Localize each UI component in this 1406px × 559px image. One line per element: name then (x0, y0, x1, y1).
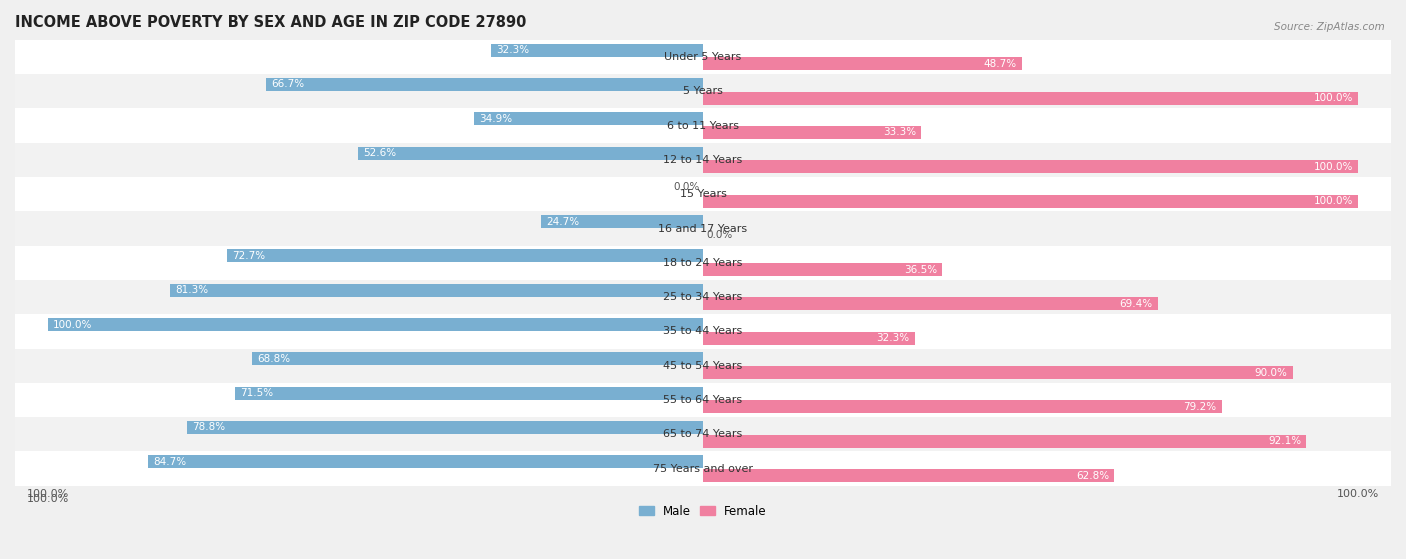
Bar (359, 146, 703, 159)
Bar (703, 469, 1115, 482)
Text: 32.3%: 32.3% (496, 45, 530, 55)
Bar (148, 455, 703, 468)
Bar (252, 352, 703, 366)
Bar (703, 126, 921, 139)
Text: 71.5%: 71.5% (240, 388, 273, 398)
Text: 34.9%: 34.9% (479, 113, 513, 124)
Text: 81.3%: 81.3% (176, 285, 208, 295)
Text: 48.7%: 48.7% (984, 59, 1017, 69)
Text: 65 to 74 Years: 65 to 74 Years (664, 429, 742, 439)
Bar (15, 143, 1391, 177)
Text: 66.7%: 66.7% (271, 79, 304, 89)
Bar (266, 78, 703, 91)
Text: 16 and 17 Years: 16 and 17 Years (658, 224, 748, 234)
Bar (15, 177, 1391, 211)
Text: 92.1%: 92.1% (1268, 436, 1301, 446)
Bar (703, 58, 1022, 70)
Bar (15, 40, 1391, 74)
Text: 55 to 64 Years: 55 to 64 Years (664, 395, 742, 405)
Text: 33.3%: 33.3% (883, 127, 915, 138)
Bar (703, 160, 1358, 173)
Text: 52.6%: 52.6% (364, 148, 396, 158)
Text: 24.7%: 24.7% (547, 217, 579, 226)
Bar (15, 383, 1391, 417)
Bar (474, 112, 703, 125)
Text: 45 to 54 Years: 45 to 54 Years (664, 361, 742, 371)
Bar (703, 435, 1306, 448)
Text: 78.8%: 78.8% (191, 423, 225, 433)
Text: 100.0%: 100.0% (53, 320, 93, 330)
Bar (15, 211, 1391, 245)
Bar (15, 280, 1391, 314)
Text: 72.7%: 72.7% (232, 251, 264, 261)
Text: 100.0%: 100.0% (27, 489, 69, 499)
Text: 5 Years: 5 Years (683, 86, 723, 96)
Bar (703, 297, 1157, 310)
Text: 75 Years and over: 75 Years and over (652, 463, 754, 473)
Bar (703, 332, 915, 345)
Bar (15, 417, 1391, 452)
Bar (170, 284, 703, 297)
Text: 100.0%: 100.0% (1313, 162, 1353, 172)
Bar (15, 74, 1391, 108)
Bar (187, 421, 703, 434)
Text: Under 5 Years: Under 5 Years (665, 52, 741, 62)
Text: 90.0%: 90.0% (1254, 368, 1288, 377)
Bar (15, 108, 1391, 143)
Text: 100.0%: 100.0% (1313, 196, 1353, 206)
Text: 15 Years: 15 Years (679, 189, 727, 199)
Bar (15, 452, 1391, 486)
Text: 18 to 24 Years: 18 to 24 Years (664, 258, 742, 268)
Text: 62.8%: 62.8% (1076, 471, 1109, 481)
Bar (541, 215, 703, 228)
Bar (48, 318, 703, 331)
Text: 69.4%: 69.4% (1119, 299, 1153, 309)
Bar (703, 195, 1358, 207)
Text: 35 to 44 Years: 35 to 44 Years (664, 326, 742, 337)
Text: INCOME ABOVE POVERTY BY SEX AND AGE IN ZIP CODE 27890: INCOME ABOVE POVERTY BY SEX AND AGE IN Z… (15, 15, 526, 30)
Text: 25 to 34 Years: 25 to 34 Years (664, 292, 742, 302)
Text: 100.0%: 100.0% (1313, 93, 1353, 103)
Bar (703, 366, 1292, 379)
Text: 68.8%: 68.8% (257, 354, 291, 364)
Bar (15, 314, 1391, 349)
Text: 12 to 14 Years: 12 to 14 Years (664, 155, 742, 165)
Text: 100.0%: 100.0% (1337, 489, 1379, 499)
Text: 6 to 11 Years: 6 to 11 Years (666, 121, 740, 131)
Bar (703, 92, 1358, 105)
Text: 0.0%: 0.0% (673, 182, 700, 192)
Bar (226, 249, 703, 263)
Legend: Male, Female: Male, Female (640, 505, 766, 518)
Bar (235, 387, 703, 400)
Text: 0.0%: 0.0% (706, 230, 733, 240)
Text: 32.3%: 32.3% (876, 333, 910, 343)
Text: 79.2%: 79.2% (1184, 402, 1216, 412)
Text: 36.5%: 36.5% (904, 264, 936, 274)
Text: 100.0%: 100.0% (27, 494, 69, 504)
Text: 84.7%: 84.7% (153, 457, 187, 467)
Bar (703, 400, 1222, 414)
Bar (15, 349, 1391, 383)
Text: Source: ZipAtlas.com: Source: ZipAtlas.com (1274, 22, 1385, 32)
Bar (703, 263, 942, 276)
Bar (491, 44, 703, 56)
Bar (15, 245, 1391, 280)
